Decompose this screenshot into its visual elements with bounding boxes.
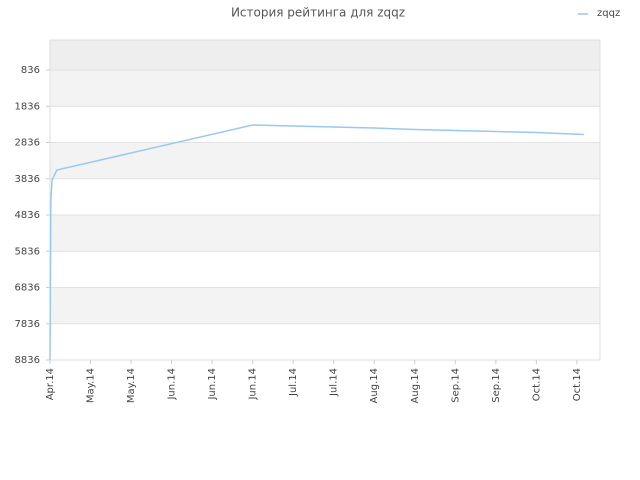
x-tick-label: Apr.14: [45, 368, 56, 400]
x-tick-label: Jul.14: [288, 368, 299, 397]
y-tick-label: 2836: [15, 138, 40, 149]
band: [50, 287, 600, 324]
band: [50, 215, 600, 252]
x-tick-label: May.14: [86, 368, 97, 403]
x-tick-label: Jun.14: [167, 368, 178, 401]
x-tick-label: Sep.14: [491, 368, 502, 403]
x-tick-label: Aug.14: [410, 368, 421, 403]
x-tick-label: Jun.14: [248, 368, 259, 401]
x-tick-label: Jun.14: [207, 368, 218, 401]
x-tick-label: Sep.14: [450, 368, 461, 403]
band: [50, 70, 600, 107]
band: [50, 142, 600, 179]
y-tick-label: 3836: [15, 174, 40, 185]
y-tick-label: 6836: [15, 283, 40, 294]
y-tick-label: 836: [21, 65, 40, 76]
y-tick-label: 5836: [15, 246, 40, 257]
y-tick-label: 7836: [15, 319, 40, 330]
line: [49, 124, 584, 361]
x-tick-label: Oct.14: [531, 368, 542, 401]
chart-title: История рейтинга для zqqz: [231, 6, 405, 20]
y-tick-label: 4836: [15, 210, 40, 221]
plot-border: [49, 39, 601, 361]
band: [50, 106, 600, 143]
legend-label: zqqz: [597, 8, 620, 19]
band: [50, 178, 600, 216]
x-tick-label: Aug.14: [369, 368, 380, 403]
band: [50, 323, 600, 360]
band: [50, 251, 600, 288]
x-tick-label: Jul.14: [329, 368, 340, 397]
y-tick-label: 1836: [15, 101, 40, 112]
x-tick-label: Oct.14: [572, 368, 583, 401]
x-tick-label: May.14: [126, 368, 137, 403]
band: [50, 40, 600, 71]
y-tick-label: 8836: [15, 355, 40, 366]
